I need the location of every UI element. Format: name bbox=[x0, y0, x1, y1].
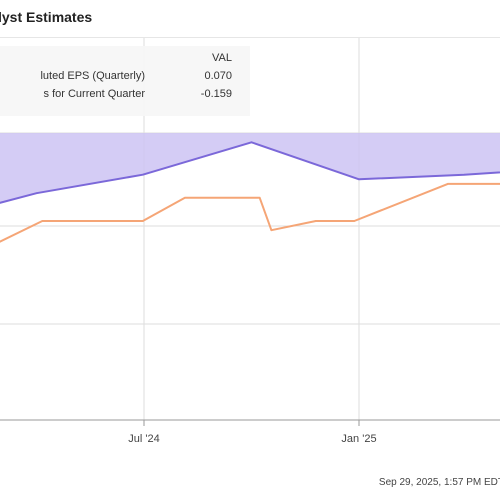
series-0-point-5 bbox=[463, 173, 465, 176]
legend-row-actual: luted EPS (Quarterly) 0.070 bbox=[0, 70, 250, 86]
series-1-point-3 bbox=[184, 197, 186, 199]
x-tick-label-jul-24: Jul '24 bbox=[128, 433, 160, 445]
series-1-point-6 bbox=[314, 220, 317, 222]
series-1-point-5 bbox=[270, 229, 273, 232]
fill-layer bbox=[0, 133, 500, 203]
series-1-line bbox=[0, 182, 500, 243]
legend-label-actual: luted EPS (Quarterly) bbox=[40, 70, 145, 82]
axis-layer bbox=[0, 419, 500, 426]
legend-ticker: VAL bbox=[212, 52, 232, 64]
series-0-point-4 bbox=[358, 178, 360, 181]
series-0-band bbox=[0, 133, 500, 203]
chart-title: lyst Estimates bbox=[0, 9, 93, 25]
legend-label-estimate: s for Current Quarter bbox=[43, 88, 145, 100]
series-0-point-3 bbox=[250, 141, 253, 144]
series-1-point-2 bbox=[142, 220, 144, 222]
title-divider bbox=[0, 37, 500, 38]
legend-value-estimate: -0.159 bbox=[200, 88, 232, 100]
legend-value-actual: 0.070 bbox=[204, 70, 232, 82]
series-1-point-1 bbox=[41, 220, 44, 222]
timestamp: Sep 29, 2025, 1:57 PM EDT bbox=[378, 477, 500, 488]
legend-panel: VAL luted EPS (Quarterly) 0.070 s for Cu… bbox=[0, 46, 250, 116]
series-0-point-2 bbox=[142, 173, 144, 176]
x-tick-label-jan-25: Jan '25 bbox=[341, 433, 377, 445]
series-0-point-1 bbox=[35, 192, 38, 194]
line-layer bbox=[0, 141, 500, 243]
series-1-point-4 bbox=[258, 197, 261, 199]
series-1-point-8 bbox=[447, 183, 449, 185]
legend-row-estimate: s for Current Quarter -0.159 bbox=[0, 88, 250, 104]
series-1-point-7 bbox=[353, 220, 356, 222]
